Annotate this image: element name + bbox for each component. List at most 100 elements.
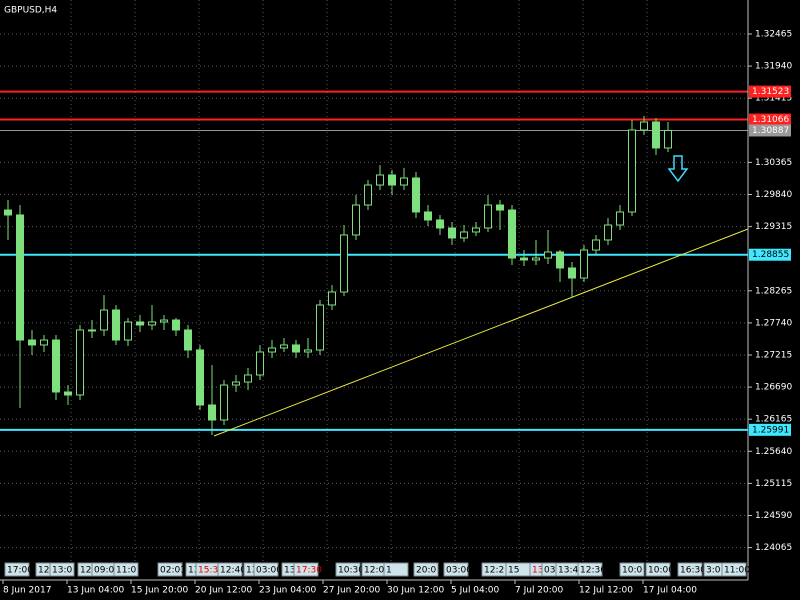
session-box [443,562,469,577]
candle-body [196,349,204,406]
candle-body [88,329,96,332]
session-label: 12:36 [580,566,606,576]
session-box [293,562,319,577]
y-tick-label: 1.26165 [755,415,792,425]
session-label: 11:00 [724,566,750,576]
session-label: 10:00 [648,566,674,576]
candle-body [460,231,468,239]
session-box [253,562,279,577]
x-tick-label: 27 Jun 20:00 [323,586,380,596]
session-label: 3:0 [706,566,721,576]
session-box [677,562,703,577]
level-box [749,85,791,98]
candle-body [628,129,636,213]
candle-body [484,204,492,229]
candle-body [652,121,660,149]
candle-body [604,224,612,241]
session-label: 13 [284,566,295,576]
session-label: 10:0 [622,566,642,576]
session-box [577,562,603,577]
candle-body [4,209,12,216]
candle-body [364,184,372,206]
y-tick-label: 1.30365 [755,158,792,168]
session-box [4,562,30,577]
candle-body [136,321,144,326]
candle-body [544,251,552,259]
x-tick-label: 15 Jun 20:00 [131,586,188,596]
session-box [49,562,75,577]
trend-line [213,228,749,437]
x-tick-label: 30 Jun 12:00 [387,586,444,596]
session-label: 13 [532,566,543,576]
session-label: 1 [386,566,392,576]
session-label: 11:0 [116,566,136,576]
session-label: 17:30 [296,566,322,576]
y-tick-label: 1.25115 [755,479,792,489]
candle-body [244,374,252,383]
session-label: 20:0 [416,566,436,576]
current-price-label: 1.30887 [752,126,789,136]
x-tick-label: 12 Jul 12:00 [579,586,633,596]
candle-body [580,249,588,279]
candle-body [52,339,60,393]
session-box [217,562,243,577]
session-box [335,562,361,577]
candle-body [328,291,336,306]
candle-body [352,204,360,236]
candle-body [412,177,420,213]
current-price-box [749,124,791,137]
x-tick-label: 7 Jul 20:00 [515,586,564,596]
session-label: 17:00 [7,566,33,576]
candle-body [340,234,348,293]
candle-body [640,121,648,131]
session-label: 09:0 [94,566,114,576]
session-label: 12 [38,566,49,576]
candle-body [208,404,216,421]
candle-body [160,319,168,323]
level-label: 1.31066 [752,115,789,125]
candle-body [532,257,540,261]
session-label: 03:00 [446,566,472,576]
y-tick-label: 1.29840 [755,190,792,200]
session-box [113,562,139,577]
candle-body [436,219,444,229]
candle-body [496,204,504,211]
y-tick-label: 1.29315 [755,222,792,232]
candle-body [184,329,192,351]
candle-body [520,257,528,261]
y-tick-label: 1.24065 [755,543,792,553]
session-label: 13:4 [558,566,578,576]
y-tick-label: 1.31415 [755,94,792,104]
candle-body [472,227,480,233]
level-label: 1.25991 [752,425,789,435]
session-label: 12:0 [364,566,384,576]
y-tick-label: 1.27215 [755,350,792,360]
candle-body [508,209,516,259]
candle-body [124,321,132,341]
level-box [749,248,791,261]
candle-body [664,129,672,149]
session-label: 13:0 [52,566,72,576]
x-tick-label: 5 Jul 04:00 [451,586,500,596]
candle-body [100,309,108,331]
candle-body [568,267,576,279]
candle-body [448,227,456,239]
candle-body [40,339,48,346]
session-label: 13 [246,566,257,576]
session-label: 13 [188,566,199,576]
session-box [721,562,747,577]
chart-title: GBPUSD,H4 [4,6,57,16]
candle-body [292,344,300,353]
y-tick-label: 1.27740 [755,318,792,328]
session-label: 15 [508,566,519,576]
session-label: 12:40 [220,566,246,576]
session-label: 16:30 [680,566,706,576]
session-box [619,562,645,577]
x-tick-label: 23 Jun 04:00 [259,586,316,596]
session-label: 12 [80,566,91,576]
session-label: 15:30 [198,566,224,576]
x-tick-label: 13 Jun 04:00 [67,586,124,596]
candle-body [256,351,264,376]
y-tick-label: 1.26690 [755,383,792,393]
